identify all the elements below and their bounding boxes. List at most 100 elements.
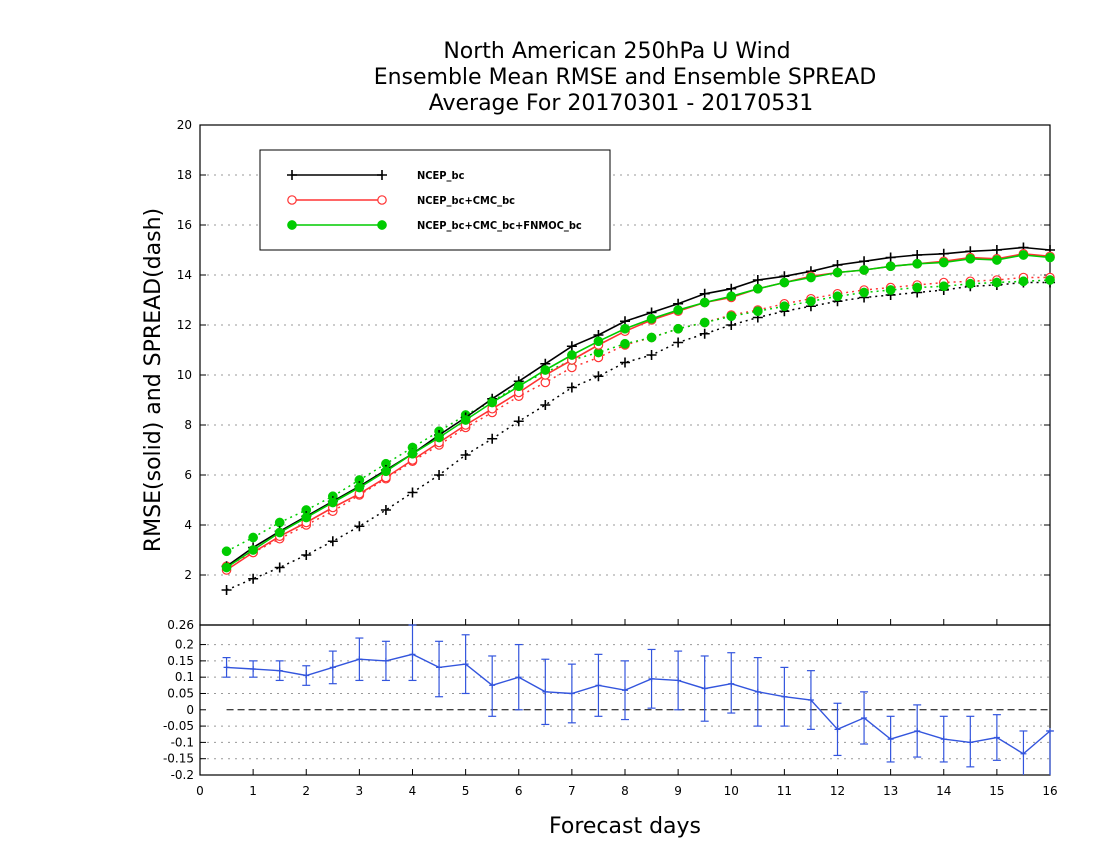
difference-point — [303, 672, 310, 679]
plus-marker — [646, 350, 657, 360]
filled-circle-marker — [965, 253, 976, 264]
y-tick-label-diff: -0.05 — [163, 719, 194, 733]
x-tick-label: 6 — [515, 784, 523, 798]
difference-point — [861, 714, 868, 721]
plus-marker — [859, 256, 870, 267]
filled-circle-marker — [274, 527, 285, 538]
difference-point — [1020, 750, 1027, 757]
y-tick-label-main: 20 — [177, 118, 192, 132]
difference-point — [409, 651, 416, 658]
plus-marker — [699, 328, 710, 339]
rmse-line-0 — [226, 246, 1051, 567]
difference-point — [223, 664, 230, 671]
filled-circle-marker — [301, 512, 312, 523]
plus-marker — [991, 245, 1002, 255]
difference-line — [226, 653, 1051, 755]
filled-circle-marker — [381, 466, 391, 477]
difference-point — [436, 664, 443, 671]
filled-circle-marker — [699, 317, 710, 328]
filled-circle-marker — [806, 272, 816, 283]
difference-point — [568, 690, 575, 697]
filled-circle-marker — [460, 415, 471, 425]
x-tick-label: 8 — [621, 784, 629, 798]
y-tick-label-main: 6 — [184, 468, 192, 482]
plus-marker — [274, 562, 285, 573]
filled-circle-marker — [859, 265, 869, 275]
filled-circle-marker — [832, 291, 843, 302]
difference-point — [462, 661, 469, 668]
x-tick-label: 11 — [777, 784, 792, 798]
x-tick-label: 16 — [1042, 784, 1057, 798]
filled-circle-marker — [221, 562, 232, 573]
plus-marker — [377, 170, 387, 180]
difference-point — [515, 674, 522, 681]
filled-circle-marker — [726, 311, 737, 322]
x-tick-label: 15 — [989, 784, 1004, 798]
difference-point — [781, 693, 788, 700]
plus-marker — [221, 585, 232, 595]
plus-marker — [380, 505, 391, 515]
spread-line-1 — [226, 276, 1050, 567]
plus-marker — [726, 320, 737, 330]
title-line-3: Average For 20170301 - 20170531 — [429, 91, 814, 116]
plus-marker — [248, 573, 259, 584]
plus-marker — [287, 170, 297, 180]
filled-circle-marker — [567, 350, 577, 360]
filled-circle-marker — [221, 546, 232, 557]
filled-circle-marker — [248, 545, 258, 555]
filled-circle-marker — [806, 296, 816, 307]
filled-circle-marker — [938, 257, 949, 268]
filled-circle-marker — [673, 323, 683, 334]
difference-point — [834, 726, 841, 733]
y-tick-label-diff: 0.1 — [175, 670, 194, 684]
difference-point — [967, 739, 974, 746]
rmse-line-1 — [226, 252, 1051, 571]
title-line-2: Ensemble Mean RMSE and Ensemble SPREAD — [374, 65, 877, 90]
difference-point — [701, 685, 708, 692]
filled-circle-marker — [248, 532, 258, 543]
y-tick-label-main: 12 — [177, 318, 192, 332]
filled-circle-marker — [1045, 275, 1055, 285]
y-tick-label-main: 4 — [184, 518, 192, 532]
y-tick-label-main: 18 — [177, 168, 192, 182]
open-circle-marker — [287, 195, 297, 205]
plus-marker — [912, 250, 923, 260]
filled-circle-marker — [726, 291, 737, 302]
y-tick-label-diff: 0.2 — [175, 638, 194, 652]
plus-marker — [301, 550, 312, 560]
filled-circle-marker — [965, 278, 976, 289]
y-tick-label-diff: -0.2 — [171, 768, 194, 782]
filled-circle-marker — [287, 220, 297, 230]
difference-point — [993, 734, 1000, 741]
y-tick-label-main: 16 — [177, 218, 192, 232]
filled-circle-marker — [646, 332, 657, 343]
filled-circle-marker — [885, 285, 896, 295]
y-axis-title: RMSE(solid) and SPREAD(dash) — [141, 208, 166, 552]
filled-circle-marker — [327, 497, 338, 508]
filled-circle-marker — [407, 448, 418, 459]
x-tick-label: 10 — [724, 784, 739, 798]
plus-marker — [327, 536, 338, 547]
plus-marker — [593, 371, 604, 382]
x-tick-label: 7 — [568, 784, 576, 798]
difference-point — [276, 667, 283, 674]
y-tick-label-main: 8 — [184, 418, 192, 432]
filled-circle-marker — [354, 482, 365, 493]
plus-marker — [566, 382, 577, 393]
plus-marker — [885, 252, 896, 263]
chart-title: North American 250hPa U Wind Ensemble Me… — [374, 39, 877, 116]
legend-label: NCEP_bc — [417, 169, 465, 182]
main-panel: 2 4 6 8 10 12 14 16 18 20 — [177, 118, 1055, 626]
filled-circle-marker — [646, 313, 657, 324]
difference-point — [622, 687, 628, 694]
filled-circle-marker — [673, 305, 683, 315]
difference-point — [940, 736, 947, 743]
filled-circle-marker — [1018, 276, 1029, 287]
plus-marker — [752, 275, 763, 285]
spread-line-0 — [226, 281, 1050, 591]
difference-point — [728, 680, 735, 687]
filled-circle-marker — [912, 282, 923, 293]
